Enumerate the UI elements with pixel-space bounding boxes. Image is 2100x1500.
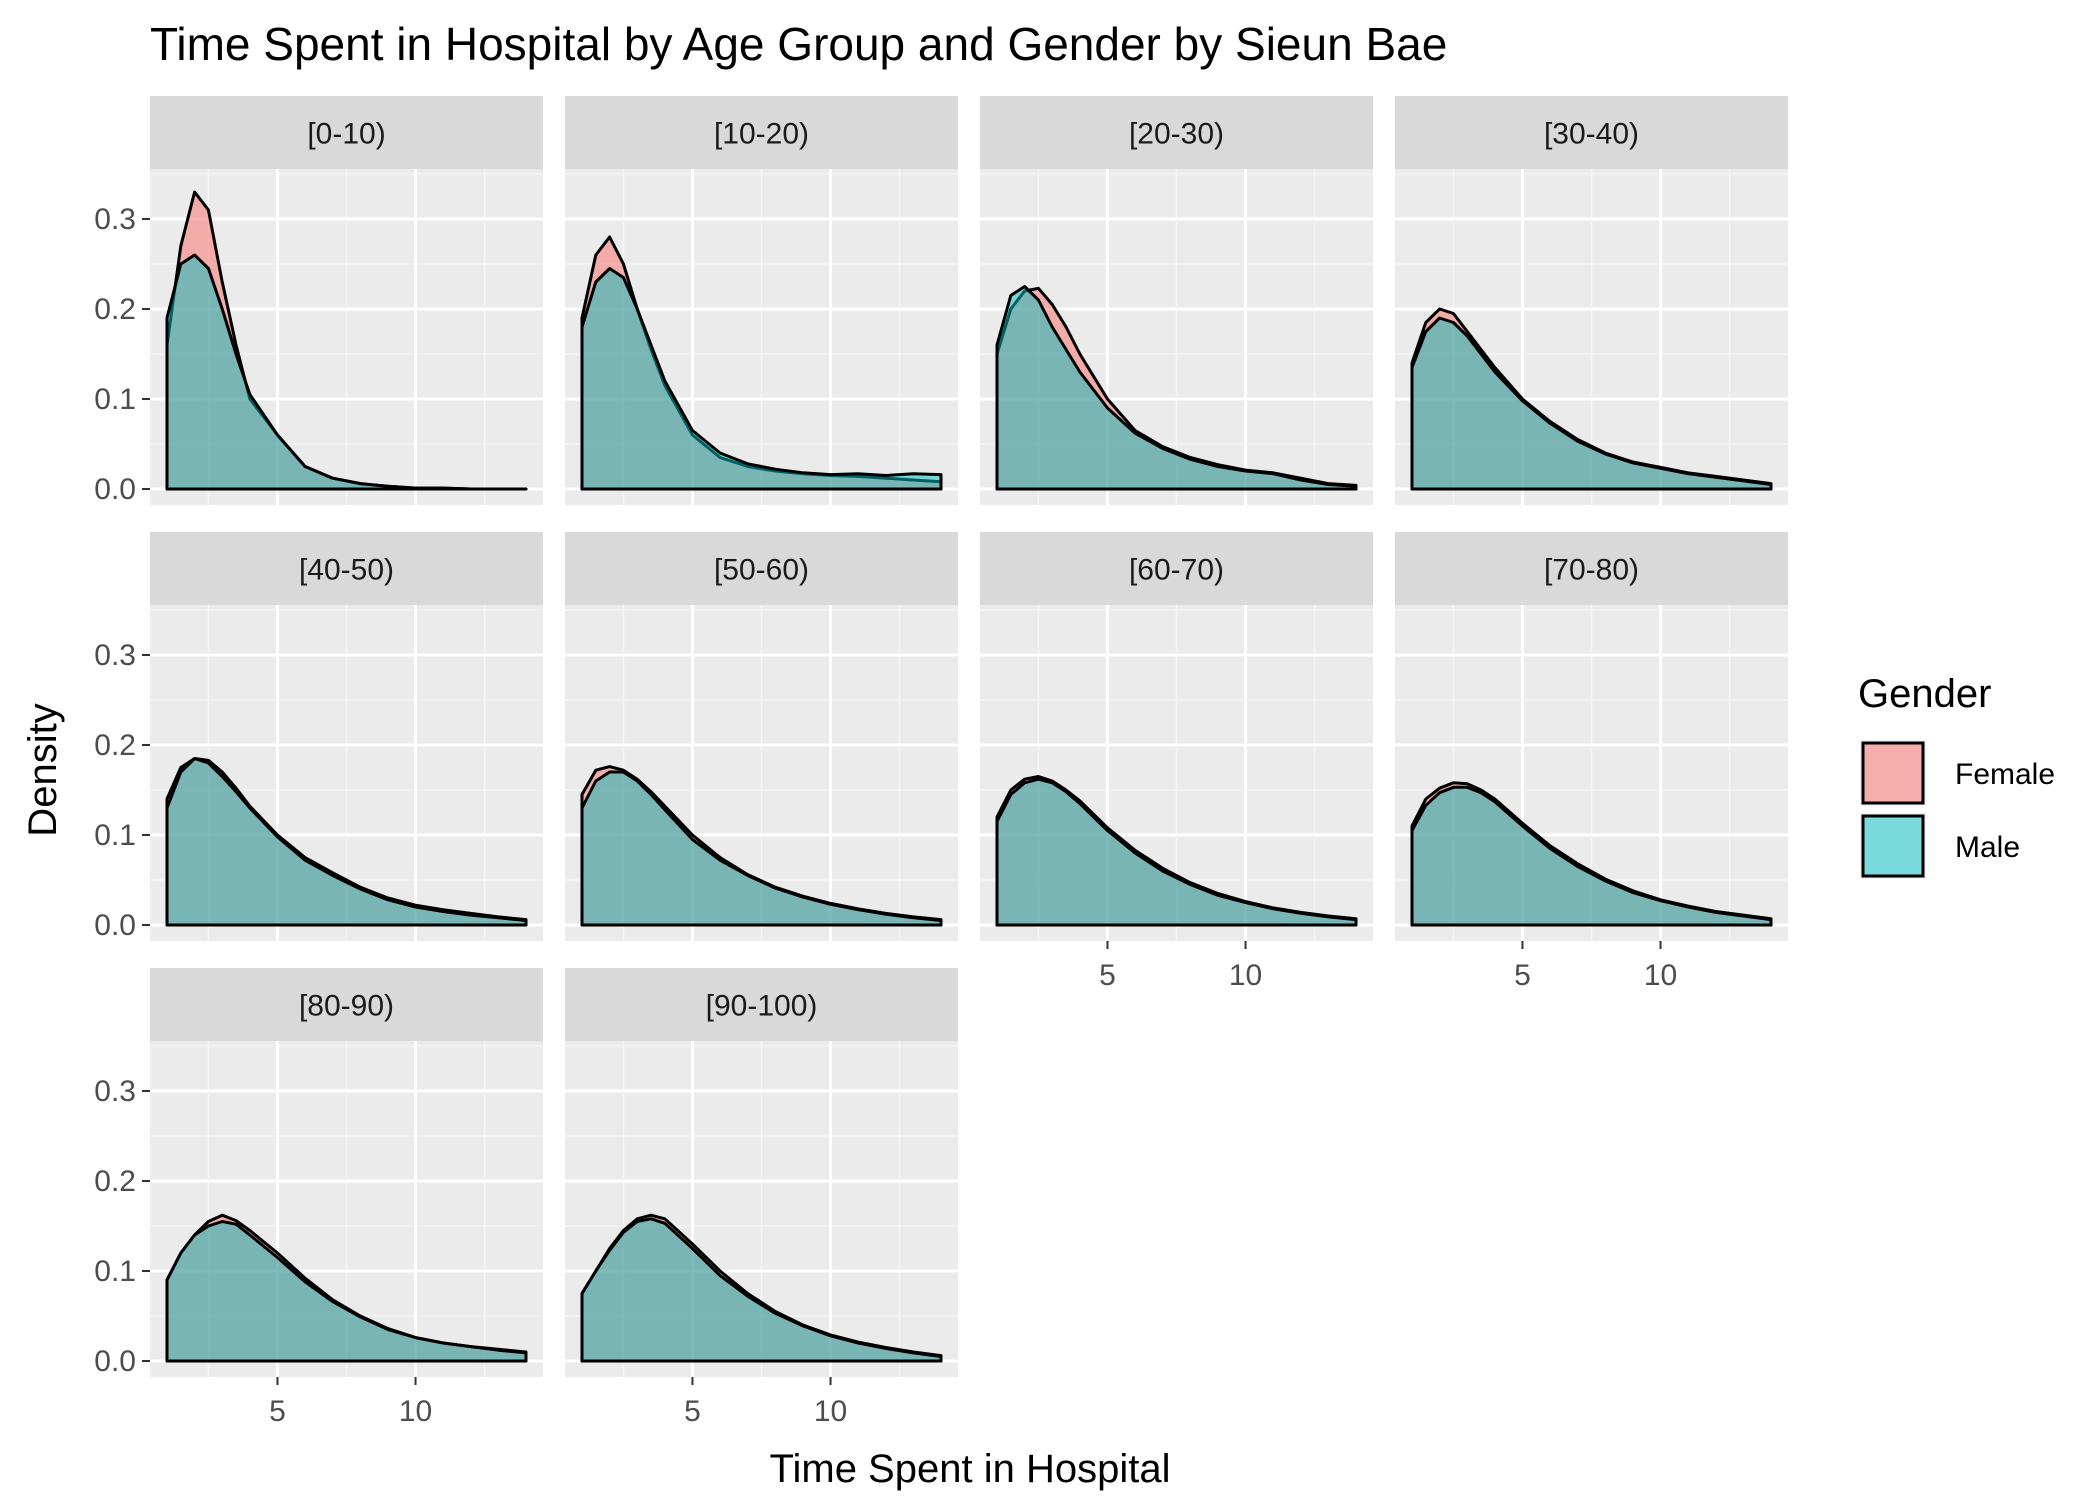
legend-title: Gender <box>1858 672 1991 716</box>
strip-label: [0-10) <box>307 118 385 151</box>
strip-background <box>150 96 543 169</box>
strip-label: [40-50) <box>299 554 394 587</box>
strip-label: [80-90) <box>299 990 394 1023</box>
y-tick-label: 0.0 <box>94 909 136 942</box>
strip-background <box>565 96 958 169</box>
strip-background <box>980 532 1373 605</box>
y-tick-label: 0.0 <box>94 1345 136 1378</box>
y-tick-label: 0.3 <box>94 203 136 236</box>
strip-label: [10-20) <box>714 118 809 151</box>
density-area-male <box>995 777 1358 927</box>
density-area-male <box>1410 785 1773 927</box>
y-tick-label: 0.1 <box>94 383 136 416</box>
legend-label: Female <box>1955 758 2055 791</box>
strip-background <box>980 96 1373 169</box>
x-axis-title: Time Spent in Hospital <box>770 1447 1171 1491</box>
facet-panel: [90-100) 5 10 <box>565 968 958 1428</box>
facet-panel: [0-10) 0.0 0.1 0.2 0.3 <box>94 96 543 506</box>
legend: Gender Female Male <box>1858 672 2055 879</box>
facet-panel: [50-60) <box>565 532 958 941</box>
density-area-male <box>165 1220 528 1363</box>
y-tick-label: 0.2 <box>94 1165 136 1198</box>
legend-label: Male <box>1955 831 2020 864</box>
strip-background <box>1395 96 1788 169</box>
density-area-male <box>995 285 1358 491</box>
strip-background <box>1395 532 1788 605</box>
facet-panel: [20-30) <box>980 96 1373 505</box>
x-tick-label: 10 <box>1229 959 1262 992</box>
strip-label: [50-60) <box>714 554 809 587</box>
strip-background <box>565 532 958 605</box>
density-area-male <box>165 253 528 491</box>
density-area-male <box>1410 316 1773 491</box>
legend-item-male: Male <box>1860 813 2020 879</box>
strip-label: [90-100) <box>706 990 818 1023</box>
y-tick-label: 0.3 <box>94 1075 136 1108</box>
chart-title: Time Spent in Hospital by Age Group and … <box>150 18 1447 70</box>
strip-background <box>565 968 958 1041</box>
density-area-male <box>580 1217 943 1363</box>
x-tick-label: 5 <box>1099 959 1116 992</box>
x-tick-label: 10 <box>814 1395 847 1428</box>
density-area-male <box>165 757 528 927</box>
strip-background <box>150 968 543 1041</box>
y-tick-label: 0.1 <box>94 1255 136 1288</box>
x-tick-label: 5 <box>1514 959 1531 992</box>
strip-label: [60-70) <box>1129 554 1224 587</box>
strip-label: [70-80) <box>1544 554 1639 587</box>
strip-label: [20-30) <box>1129 118 1224 151</box>
y-tick-label: 0.1 <box>94 819 136 852</box>
facet-panel: [80-90) 0.0 0.1 0.2 0.3 5 10 <box>94 968 543 1428</box>
y-tick-label: 0.2 <box>94 729 136 762</box>
facet-panel: [30-40) <box>1395 96 1788 505</box>
strip-background <box>150 532 543 605</box>
density-area-male <box>580 770 943 927</box>
y-tick-label: 0.2 <box>94 293 136 326</box>
density-area-male <box>580 267 943 491</box>
y-tick-label: 0.0 <box>94 473 136 506</box>
legend-swatch <box>1861 814 1925 878</box>
y-axis-title: Density <box>21 703 65 836</box>
legend-swatch <box>1861 741 1925 805</box>
x-tick-label: 5 <box>684 1395 701 1428</box>
legend-item-female: Female <box>1860 740 2055 806</box>
facet-panel: [60-70) 5 10 <box>980 532 1373 992</box>
facet-panel: [70-80) 5 10 <box>1395 532 1788 992</box>
facet-panel: [40-50) 0.0 0.1 0.2 0.3 <box>94 532 543 942</box>
facet-panel: [10-20) <box>565 96 958 505</box>
x-tick-label: 10 <box>399 1395 432 1428</box>
facet-panels: [0-10) 0.0 0.1 0.2 0.3 [10-20) [20-30) [30-40) [… <box>94 96 1788 1428</box>
x-tick-label: 5 <box>269 1395 286 1428</box>
x-tick-label: 10 <box>1644 959 1677 992</box>
strip-label: [30-40) <box>1544 118 1639 151</box>
y-tick-label: 0.3 <box>94 639 136 672</box>
